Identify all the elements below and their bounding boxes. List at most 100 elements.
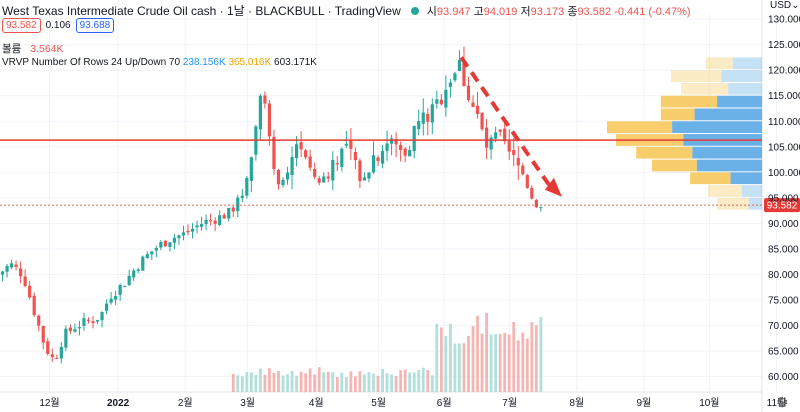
candle-body [77,327,82,329]
trend-arrow [459,56,551,186]
candle-body [249,157,253,181]
currency-selector[interactable]: USD⌄ [770,0,800,11]
volume-bar [476,315,479,392]
candle-body [190,228,195,232]
volume-bar [263,374,267,392]
candle-body [218,215,222,225]
volume-bar [467,335,470,392]
vp-up-bar [741,185,762,197]
candle-body [417,121,421,130]
candle-body [150,251,154,255]
candle-body [439,99,443,105]
volume-bar [408,372,412,392]
volume-bar [363,374,366,392]
volume-bar [295,375,298,392]
y-tick-label: 80.000 [768,270,799,281]
candle-body [127,275,131,285]
last-price-tag [764,198,800,213]
volume-bar [426,370,430,392]
volume-bar [525,338,529,392]
candle-body [186,230,190,233]
candle-body [0,271,5,275]
sell-button[interactable]: 93.582 [2,18,41,33]
x-tick-label: 4월 [309,397,324,409]
volume-bar [317,367,321,392]
buy-button[interactable]: 93.688 [75,18,115,33]
volume-bar [480,333,484,392]
vrvp-legend[interactable]: VRVP Number Of Rows 24 Up/Down 70 238.15… [2,57,317,68]
price-axis: 60.000 65.000 70.000 75.000 80.000 85.000 90.0… [768,15,800,384]
vp-down-bar [660,108,695,121]
volume-bar [344,376,348,392]
candle-body [376,157,380,162]
volume-bar [394,375,398,392]
volume-bar [521,332,525,392]
y-tick-label: 75.000 [768,296,799,307]
volume-bar [326,371,330,392]
volume-bar [471,325,475,392]
volume-bar [290,370,294,392]
candle-body [399,144,403,151]
x-tick-label: 10월 [699,397,719,409]
candle-body [91,321,95,323]
candle-body [539,207,543,209]
volume-bar [494,334,498,392]
volume-bar [421,367,425,392]
candle-body [367,172,371,179]
chart-grid [0,0,777,412]
volume-profile [607,57,762,210]
candle-body [285,172,290,180]
volume-bar [322,372,326,392]
volume-bar [390,374,393,392]
candle-body [498,129,502,132]
candle-body [159,241,163,248]
y-tick-label: 130.000 [768,15,800,26]
vp-down-bar [681,82,729,95]
trend-arrowhead [544,177,562,197]
candle-body [457,59,462,71]
volume-bar [340,372,344,392]
x-tick-label: 8월 [569,397,584,409]
y-tick-label: 110.000 [768,117,800,128]
candle-body [163,240,167,247]
volume-bar [313,374,317,392]
candle-body [272,136,276,169]
candle-body [353,151,357,161]
y-tick-label: 125.000 [768,40,800,51]
candle-body [394,139,398,145]
candle-body [104,303,109,311]
candle-body [109,298,113,303]
candle-body [444,89,448,108]
candle-body [68,327,72,331]
volume-bar [268,368,271,392]
candle-body [326,176,330,179]
vp-down-bar [607,121,673,134]
volume-bar [299,371,303,392]
gear-icon[interactable]: ⚙ [776,394,789,410]
candle-body [141,256,145,271]
volume-bar [507,334,511,392]
candle-body [525,175,529,188]
candle-body [385,143,389,151]
volume-bar [372,373,375,392]
x-tick-label: 5월 [371,397,386,409]
volume-bar [231,373,235,392]
volume-legend[interactable]: 볼륨 3.564K [2,43,64,55]
symbol-title[interactable]: West Texas Intermediate Crude Oil cash ·… [2,4,401,18]
volume-bar [498,333,502,392]
x-tick-label: 9월 [636,397,651,409]
volume-bar [308,368,312,392]
candle-body [471,102,475,107]
x-tick-label: 12월 [39,397,59,409]
volume-bar [417,369,421,392]
vp-up-bar [717,95,762,108]
volume-bars [231,313,543,392]
vp-down-bar [660,95,718,108]
vp-up-bar [721,70,762,82]
time-axis: 12월 2022 2월 3월 4월 5월 6월 7월 8월 9월 10월 11월 [39,397,786,409]
volume-bar [349,371,353,392]
volume-bar [534,325,538,392]
vp-up-bar [732,57,762,70]
candle-body [430,104,434,123]
